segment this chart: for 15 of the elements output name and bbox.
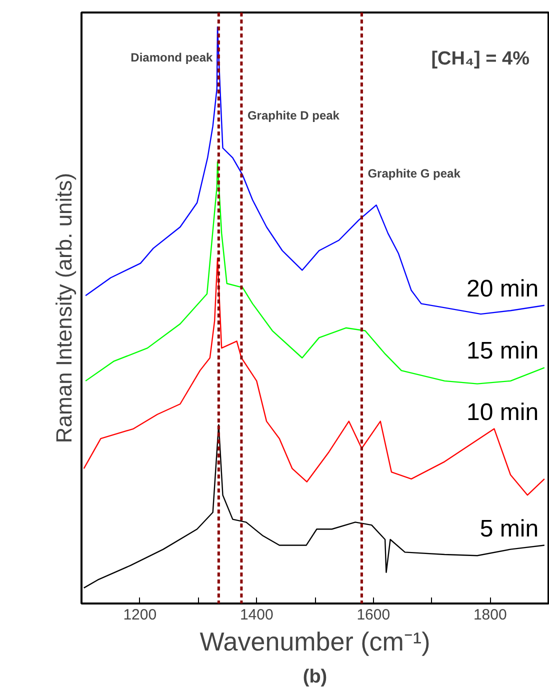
x-tick-label: 1200 — [123, 606, 157, 624]
x-tick-label: 1600 — [356, 606, 390, 624]
series-label: 10 min — [466, 398, 539, 426]
ref-line-label: Diamond peak — [130, 50, 214, 64]
series-label: 20 min — [466, 275, 539, 302]
annotation: [CH₄] = 4% — [431, 48, 530, 70]
y-axis-title: Raman Intensity (arb. units) — [52, 172, 76, 444]
text: (b) — [302, 666, 328, 688]
x-tick-label: 1800 — [473, 606, 507, 624]
ref-line-label: Graphite G peak — [368, 166, 461, 180]
series-label: 15 min — [466, 338, 539, 365]
series-label: 5 min — [480, 515, 539, 542]
x-tick-label: 1400 — [240, 606, 274, 624]
x-axis-title: Wavenumber (cm⁻¹) — [200, 626, 430, 656]
ref-line-label: Graphite D peak — [247, 108, 340, 122]
